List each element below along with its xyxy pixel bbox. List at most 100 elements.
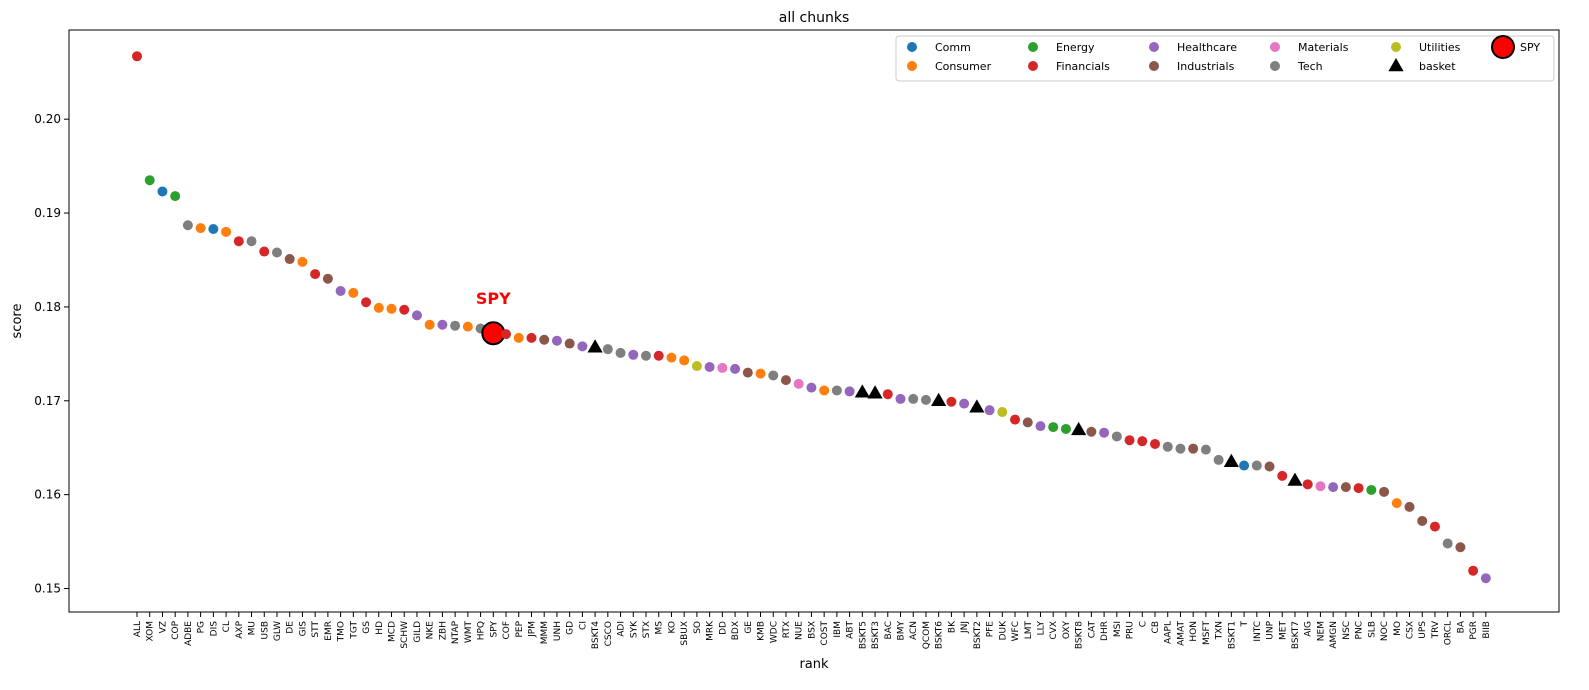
point-marker-wmt <box>462 321 473 332</box>
x-tick-label: BSKT2 <box>973 621 983 649</box>
point-marker-spy <box>481 321 506 346</box>
y-tick-label: 0.18 <box>34 300 61 314</box>
x-tick-label: JNJ <box>960 621 970 634</box>
plot-area: 0.15 0.16 0.17 0.18 0.19 0.20 ALL XOM VZ COP ADBE… <box>34 29 1560 649</box>
x-tick-label: BA <box>1456 620 1466 633</box>
point-marker-unh <box>551 335 562 346</box>
point-marker-unp <box>1264 461 1275 472</box>
point-marker-txn <box>1213 454 1224 465</box>
legend-label-financials: Financials <box>1056 60 1110 73</box>
point-marker-ge <box>742 367 753 378</box>
x-tick-label: WFC <box>1011 621 1021 641</box>
x-tick-label: DD <box>718 621 728 635</box>
x-tick-label: BK <box>947 620 957 633</box>
legend-marker-spy <box>1491 35 1515 59</box>
point-marker-schw <box>399 304 410 315</box>
x-tick-label: BSKT1 <box>1227 621 1237 649</box>
legend-marker-comm <box>907 42 917 52</box>
point-marker-jpm <box>526 332 537 343</box>
point-marker-lly <box>1035 421 1046 432</box>
legend-marker-consumer <box>907 61 917 71</box>
point-marker-mcd <box>386 303 397 314</box>
point-marker-adi <box>615 347 626 358</box>
y-tick-label: 0.16 <box>34 488 61 502</box>
x-tick-label: KO <box>667 621 677 634</box>
x-tick-label: DUK <box>998 620 1008 641</box>
point-marker-tmo <box>335 285 346 296</box>
x-tick-label: USB <box>260 621 270 639</box>
point-marker-axp <box>233 236 244 247</box>
point-marker-nue <box>793 378 804 389</box>
legend-label-healthcare: Healthcare <box>1177 41 1237 54</box>
x-tick-label: CVX <box>1049 621 1059 640</box>
legend-label-basket: basket <box>1419 60 1456 73</box>
chart-title: all chunks <box>779 10 850 26</box>
x-tick-label: GD <box>566 621 576 635</box>
x-tick-label: NSC <box>1342 621 1352 640</box>
x-tick-label: PRU <box>1126 621 1136 639</box>
point-marker-bskt8 <box>1071 421 1087 436</box>
legend-label-energy: Energy <box>1056 41 1095 54</box>
x-tick-label: BDX <box>731 621 741 640</box>
legend-marker-materials <box>1270 42 1280 52</box>
x-tick-label: UNP <box>1266 620 1276 639</box>
point-marker-hd <box>373 302 384 313</box>
x-tick-label: ORCL <box>1444 621 1454 645</box>
legend-label-utilities: Utilities <box>1419 41 1461 54</box>
x-tick-label: BSKT3 <box>871 621 881 649</box>
point-marker-bac <box>882 389 893 400</box>
x-tick-label: IBM <box>833 621 843 638</box>
point-marker-bmy <box>895 393 906 404</box>
x-tick-label: PNC <box>1355 621 1365 639</box>
x-tick-label: CL <box>222 621 232 632</box>
point-marker-cl <box>221 226 232 237</box>
point-marker-nsc <box>1340 482 1351 493</box>
x-tick-label: COST <box>820 621 830 646</box>
legend: Comm Consumer Energy Financials Healthcare In… <box>895 35 1555 82</box>
legend-label-tech: Tech <box>1297 60 1323 73</box>
x-tick-label: DHR <box>1100 621 1110 641</box>
x-tick-label: MO <box>1393 621 1403 636</box>
point-marker-mrk <box>704 361 715 372</box>
point-marker-usb <box>259 246 270 257</box>
point-marker-amgn <box>1328 482 1339 493</box>
x-tick-label: BSKT5 <box>858 621 868 649</box>
point-marker-amat <box>1175 443 1186 454</box>
point-marker-aapl <box>1162 441 1173 452</box>
x-tick-label: AXP <box>235 620 245 638</box>
point-marker-met <box>1277 470 1288 481</box>
x-tick-label: NEM <box>1316 621 1326 641</box>
point-marker-t <box>1239 460 1250 471</box>
point-marker-cb <box>1150 438 1160 449</box>
point-marker-pnc <box>1353 483 1364 494</box>
x-tick-label: BAC <box>884 621 894 639</box>
point-marker-ups <box>1417 515 1428 526</box>
x-tick-label: COF <box>502 621 512 640</box>
annotations: SPY <box>476 289 511 308</box>
point-marker-bskt1 <box>1223 453 1239 468</box>
y-tick-label: 0.17 <box>34 394 61 408</box>
x-tick-label: AMAT <box>1176 621 1186 646</box>
spy-annotation: SPY <box>476 289 511 308</box>
y-axis-label: score <box>10 304 25 339</box>
point-marker-gs <box>361 297 372 308</box>
x-tick-label: BSKT8 <box>1075 621 1085 649</box>
point-marker-gis <box>297 256 308 267</box>
point-marker-zbh <box>437 319 448 330</box>
x-axis-label: rank <box>799 657 829 672</box>
x-tick-label: NOC <box>1380 621 1390 641</box>
point-marker-bdx <box>730 363 741 374</box>
x-tick-label: BSKT7 <box>1291 621 1301 649</box>
point-marker-de <box>284 254 295 265</box>
point-marker-pg <box>195 223 206 234</box>
point-marker-slb <box>1366 484 1377 495</box>
x-tick-label: WDC <box>769 621 779 643</box>
point-marker-mu <box>246 236 257 247</box>
x-tick-label: ACN <box>909 621 919 640</box>
x-tick-label: EMR <box>324 621 334 641</box>
x-tick-label: MET <box>1278 621 1288 640</box>
point-marker-gild <box>411 310 422 321</box>
x-tick-label: CSX <box>1406 621 1416 639</box>
legend-label-industrials: Industrials <box>1177 60 1235 73</box>
point-marker-mo <box>1391 498 1402 509</box>
